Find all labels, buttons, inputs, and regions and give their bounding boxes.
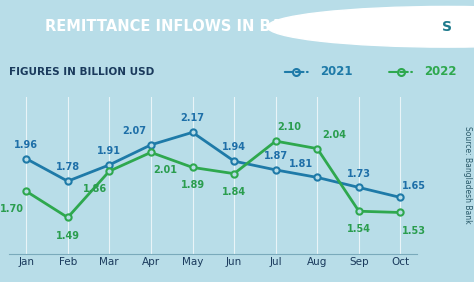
Text: 1.53: 1.53 [402,226,427,235]
Text: S: S [442,20,453,34]
Text: 2.01: 2.01 [153,166,177,175]
Text: 2022: 2022 [424,65,457,78]
Text: FIGURES IN BILLION USD: FIGURES IN BILLION USD [9,67,155,77]
Text: 1.65: 1.65 [402,181,427,191]
Text: 1.89: 1.89 [181,180,205,190]
Text: Source: Bangladesh Bank: Source: Bangladesh Bank [463,126,472,224]
Text: 1.91: 1.91 [97,146,121,156]
Text: 1.78: 1.78 [55,162,80,172]
Text: 1.86: 1.86 [83,184,108,194]
Text: 2.10: 2.10 [278,122,301,132]
Text: 2021: 2021 [320,65,353,78]
Text: REMITTANCE INFLOWS IN BANGLADESH: REMITTANCE INFLOWS IN BANGLADESH [45,19,372,34]
Text: 1.49: 1.49 [56,231,80,241]
Text: 1.54: 1.54 [347,224,371,234]
Text: 1.81: 1.81 [289,158,313,169]
Text: 1.70: 1.70 [0,204,24,214]
Text: 1.73: 1.73 [347,169,371,179]
Text: 1.87: 1.87 [264,151,288,161]
Text: 1.84: 1.84 [222,187,246,197]
Text: 2.17: 2.17 [181,113,204,124]
Circle shape [267,6,474,47]
Text: 1.94: 1.94 [222,142,246,152]
Text: 2.04: 2.04 [322,130,346,140]
Text: 1.96: 1.96 [14,140,38,150]
Text: 2.07: 2.07 [122,126,146,136]
